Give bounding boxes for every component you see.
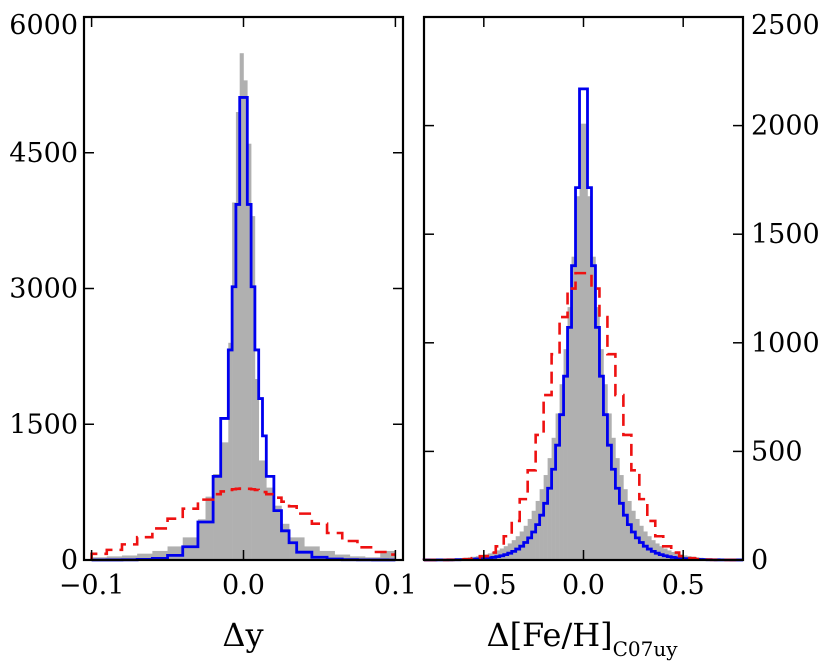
hist-bar-right [587,196,592,560]
hist-bar-right [635,518,640,560]
hist-bar-right [603,384,608,560]
x-axis-label-right: Δ[Fe/H]C07uy [486,616,678,661]
y-tick-label-left: 4500 [9,138,78,169]
step-line-left [90,96,396,562]
hist-bar-right [539,489,544,560]
hist-bar-right [547,458,552,560]
hist-bar-left [239,53,244,560]
hist-bar-left [258,460,267,560]
dashed-gaussian-line-right [422,271,743,562]
hist-bar-left [254,379,259,560]
hist-bar-right [503,546,509,560]
y-tick-label-right: 1500 [751,219,820,250]
hist-bar-right [627,500,632,560]
hist-bar-left [266,487,275,560]
hist-bar-right [551,437,556,560]
y-tick-label-right: 2500 [751,10,820,41]
x-tick-label-left: −0.1 [59,570,125,601]
tick-labels-right: −0.5 0.0 0.5 0 500 1000 1500 2000 2500 [451,10,820,601]
hist-bar-right [659,546,664,560]
hist-bar-left [273,505,282,560]
plot-area-left [90,53,396,562]
hist-bar-right [599,349,604,560]
hist-bar-right [579,123,584,561]
hist-bar-right [623,489,628,560]
hist-bar-left [228,342,233,560]
hist-bar-left [213,474,222,560]
hist-bar-left [205,496,214,560]
y-tick-label-left: 6000 [9,10,78,41]
hist-bar-left [220,442,229,560]
hist-bar-right [499,548,505,560]
x-axis-label-left: Δy [222,616,263,654]
hist-bar-right [495,550,501,560]
dashed-gaussian-line-left [90,487,396,560]
hist-bar-right [507,543,513,560]
y-tick-label-right: 2000 [751,111,820,142]
hist-bar-left [152,550,168,560]
hist-bar-left [121,555,138,560]
x-tick-label-right: 0.5 [662,570,705,601]
x-tick-label-left: 0.1 [374,570,417,601]
y-tick-label-right: 1000 [751,328,820,359]
hist-bar-right [615,458,620,560]
hist-bar-right [567,307,572,560]
hist-bar-right [535,500,540,560]
tick-labels-left: −0.1 0.0 0.1 0 1500 3000 4500 6000 [9,10,417,601]
hist-bar-left [197,519,206,560]
hist-bar-left [232,202,237,560]
hist-bar-right [575,196,580,560]
hist-bar-left [281,523,290,560]
hist-bar-right [583,123,588,561]
hist-bar-right [663,548,668,560]
x-axis-label-right-main: Δ[Fe/H] [486,616,612,654]
x-tick-label-right: 0.0 [562,570,605,601]
hist-bar-left [349,556,366,560]
x-tick-label-left: 0.0 [222,570,265,601]
x-tick-label-right: −0.5 [451,570,517,601]
hist-bar-right [655,543,660,560]
hist-bar-right [563,349,568,560]
hist-bar-left [106,556,123,560]
hist-bar-right [571,256,576,560]
hist-bar-right [611,437,616,560]
hist-bar-left [380,550,396,560]
hist-bar-left [334,554,351,560]
hist-bar-left [243,80,248,560]
hist-bar-right [543,475,548,560]
hist-bar-left [182,537,199,561]
y-tick-label-left: 0 [61,545,78,576]
hist-bar-right [631,510,636,560]
hist-bar-left [251,216,256,560]
ticks-left [84,16,403,561]
hist-bar-right [667,550,672,560]
hist-bar-right [591,256,596,560]
y-tick-label-right: 500 [751,436,803,467]
hist-bar-right [555,413,560,560]
y-tick-label-left: 1500 [9,409,78,440]
hist-bar-right [559,384,564,560]
hist-bar-left [235,112,240,560]
panel-delta-y: −0.1 0.0 0.1 0 1500 3000 4500 6000 Δy [9,10,417,654]
hist-bar-left [247,143,252,560]
hist-bar-right [619,475,624,560]
hist-bar-right [527,518,532,560]
x-axis-label-right-subscript: C07uy [613,637,679,661]
plot-area-right [422,87,744,562]
ticks-right [424,16,743,561]
y-tick-label-right: 0 [751,545,768,576]
hist-bar-left [319,550,335,560]
hist-bar-left [137,553,153,560]
hist-bar-right [595,307,600,560]
panel-delta-feh: −0.5 0.0 0.5 0 500 1000 1500 2000 2500 Δ[Fe/H]C0… [422,10,820,661]
hist-bar-right [531,510,536,560]
y-tick-label-left: 3000 [9,274,78,305]
hist-bar-left [167,546,184,560]
hist-bar-right [607,413,612,560]
